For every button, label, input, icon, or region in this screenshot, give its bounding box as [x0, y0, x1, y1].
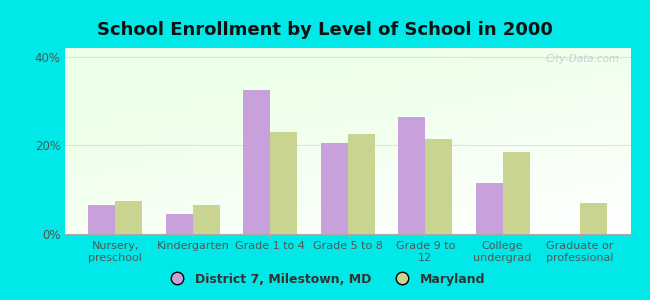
Bar [348, 134, 375, 234]
Bar [502, 152, 530, 234]
Bar [193, 205, 220, 234]
Bar [580, 203, 607, 234]
Text: City-Data.com: City-Data.com [545, 54, 619, 64]
Legend: District 7, Milestown, MD, Maryland: District 7, Milestown, MD, Maryland [160, 268, 490, 291]
Bar [320, 143, 348, 234]
Bar [243, 90, 270, 234]
Bar [166, 214, 193, 234]
Bar [270, 132, 298, 234]
Bar [398, 117, 425, 234]
Bar [88, 205, 115, 234]
Bar [476, 183, 502, 234]
Bar [115, 201, 142, 234]
Text: School Enrollment by Level of School in 2000: School Enrollment by Level of School in … [97, 21, 553, 39]
Bar [425, 139, 452, 234]
